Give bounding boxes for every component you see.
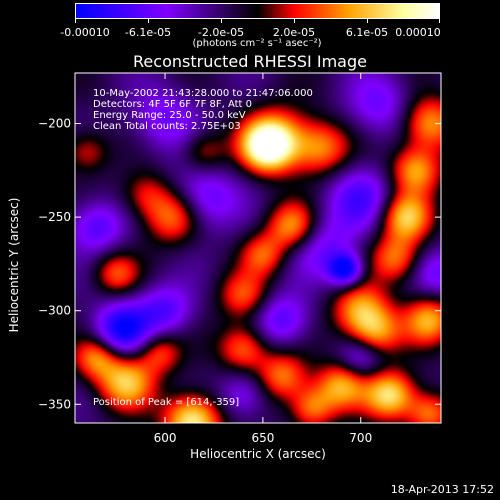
y-axis-label: Heliocentric Y (arcsec) bbox=[7, 197, 21, 333]
x-tick-label: 650 bbox=[251, 431, 274, 445]
colorbar-tick-label: 0.00010 bbox=[395, 26, 441, 39]
x-axis-label: Heliocentric X (arcsec) bbox=[190, 447, 326, 461]
colorbar-tick bbox=[148, 18, 149, 23]
info-time-range: 10-May-2002 21:43:28.000 to 21:47:06.000 bbox=[93, 88, 313, 99]
colorbar-tick-label: 2.0e-05 bbox=[272, 26, 316, 39]
y-tick-label: −200 bbox=[38, 117, 71, 131]
colorbar-tick-label: -2.0e-05 bbox=[197, 26, 245, 39]
colorbar-tick bbox=[367, 18, 368, 23]
plot-frame bbox=[74, 72, 442, 424]
colorbar-tick bbox=[75, 18, 76, 23]
footer-date: 18-Apr-2013 17:52 bbox=[390, 483, 494, 496]
info-detectors: Detectors: 4F 5F 6F 7F 8F, Att 0 bbox=[93, 99, 253, 110]
chart-title: Reconstructed RHESSI Image bbox=[133, 52, 367, 71]
heatmap-image bbox=[75, 73, 441, 423]
info-energy-range: Energy Range: 25.0 - 50.0 keV bbox=[93, 110, 246, 121]
colorbar-tick-label: -6.1e-05 bbox=[124, 26, 172, 39]
y-tick-label: −250 bbox=[38, 210, 71, 224]
y-axis: −200 −250 −300 −350 bbox=[38, 117, 441, 411]
x-tick-label: 600 bbox=[154, 431, 177, 445]
colorbar-tick bbox=[439, 18, 440, 23]
x-tick-label: 700 bbox=[349, 431, 372, 445]
colorbar-tick-label: 6.1e-05 bbox=[345, 26, 389, 39]
colorbar-tick bbox=[294, 18, 295, 23]
x-axis: 600 650 700 bbox=[154, 73, 372, 445]
y-tick-label: −350 bbox=[38, 397, 71, 411]
colorbar-tick bbox=[221, 18, 222, 23]
colorbar bbox=[75, 3, 440, 19]
colorbar-unit-label: (photons cm⁻² s⁻¹ asec⁻²) bbox=[192, 38, 322, 49]
info-total-counts: Clean Total counts: 2.75E+03 bbox=[93, 121, 241, 132]
colorbar-tick-label: -0.00010 bbox=[60, 26, 110, 39]
peak-position-label: Position of Peak = [614,-359] bbox=[93, 397, 240, 408]
y-tick-label: −300 bbox=[38, 304, 71, 318]
